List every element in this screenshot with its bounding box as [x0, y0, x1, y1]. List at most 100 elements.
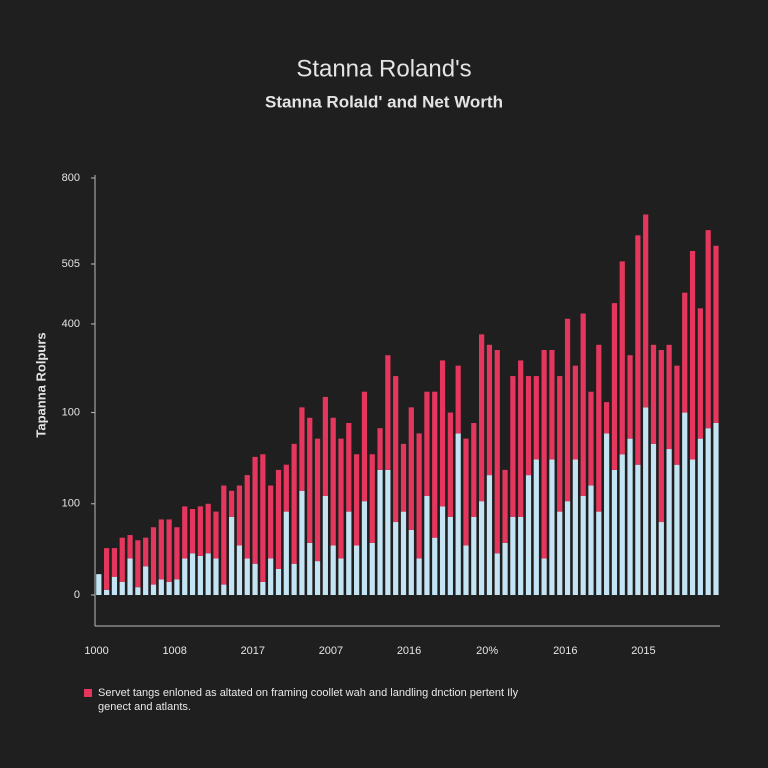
bar-segment [494, 553, 500, 595]
bar-segment [268, 485, 274, 559]
bar-segment [213, 558, 219, 595]
bar-segment [158, 519, 164, 580]
bar-segment [127, 535, 133, 559]
bar-segment [143, 537, 149, 567]
bar-segment [143, 566, 149, 595]
bar-segment [479, 334, 485, 502]
bar-segment [268, 558, 274, 595]
bar-segment [252, 563, 258, 595]
bar-segment [447, 412, 453, 517]
bar-segment [174, 579, 180, 595]
bar-segment [588, 485, 594, 595]
legend-swatch [84, 689, 92, 697]
legend: Servet tangs enloned as altated on frami… [84, 686, 524, 714]
bar-segment [322, 396, 328, 496]
bar-segment [463, 438, 469, 546]
bar-segment [330, 417, 336, 546]
bar-segment [572, 459, 578, 595]
y-tick-label: 0 [74, 589, 80, 601]
bar-segment [689, 250, 696, 460]
chart-subtitle: Stanna Rolald' and Net Worth [265, 92, 503, 111]
x-tick-label: 2007 [319, 645, 343, 657]
bar-segment [650, 443, 657, 595]
bar-segment [299, 407, 305, 491]
bar-segment [439, 360, 446, 507]
bar-segment [385, 469, 391, 595]
bar-segment [166, 581, 172, 595]
bar-segment [369, 454, 375, 543]
bar-segment [119, 581, 125, 595]
bar-segment [275, 568, 282, 595]
x-tick-label: 2015 [631, 645, 655, 657]
bar-segment [354, 454, 360, 546]
bar-segment [432, 537, 438, 595]
bar-segment [486, 475, 493, 595]
bar-segment [299, 490, 305, 595]
bar-segment [400, 511, 407, 595]
bar-segment [111, 576, 118, 595]
bar-segment [486, 344, 493, 476]
bar-segment [541, 350, 547, 559]
bar-segment [377, 469, 383, 595]
y-tick-label: 400 [62, 318, 80, 330]
bar-segment [643, 407, 649, 595]
bar-segment [658, 522, 664, 595]
bar-segment [111, 548, 118, 577]
bar-segment [666, 344, 672, 450]
bar-segment [205, 553, 211, 595]
bar-segment [244, 558, 250, 595]
bar-segment [557, 511, 563, 595]
bar-segment [354, 545, 360, 595]
bar-segment [627, 355, 633, 439]
bar-segment [189, 508, 196, 554]
bar-segment [346, 511, 352, 595]
bar-segment [674, 464, 680, 595]
bar-segment [510, 376, 516, 517]
bar-segment [119, 537, 125, 582]
bar-segment [455, 433, 461, 595]
bar-segment [627, 438, 633, 595]
bar-segment [104, 548, 110, 590]
bar-segment [494, 350, 500, 554]
bar-segment [533, 459, 539, 595]
bar-segment [564, 318, 571, 502]
bar-segment [518, 360, 524, 517]
bar-segment [346, 422, 352, 512]
bar-segment [432, 391, 438, 538]
y-tick-label: 100 [62, 406, 80, 418]
bar-segment [705, 230, 711, 429]
bar-segment [518, 516, 524, 595]
bar-segment [619, 261, 625, 455]
bar-segment [291, 443, 297, 564]
bar-segment [635, 464, 641, 595]
bar-segment [330, 545, 336, 595]
bar-segment [182, 506, 188, 559]
bar-segment [713, 245, 719, 423]
bar-segment [307, 417, 313, 543]
bar-segment [400, 443, 407, 512]
bar-segment [682, 412, 688, 595]
bar-segment [104, 589, 110, 595]
bar-segment [283, 511, 289, 595]
x-tick-label: 2016 [553, 645, 577, 657]
bar-segment [174, 527, 180, 580]
bar-segment [385, 355, 391, 470]
bar-segment [158, 579, 164, 595]
bar-segment [635, 235, 641, 465]
bar-segment [604, 433, 610, 595]
bar-segment [572, 365, 578, 460]
x-tick-label: 1000 [84, 645, 108, 657]
bar-segment [424, 495, 430, 595]
bar-segment [455, 365, 461, 434]
x-tick-label: 1008 [162, 645, 186, 657]
y-axis-label: Tapanna Rolpurs [33, 332, 48, 437]
bar-segment [322, 495, 328, 595]
bar-segment [447, 516, 453, 595]
bar-segment [463, 545, 469, 595]
bar-segment [408, 407, 414, 530]
bar-segment [197, 555, 203, 595]
bar-segment [338, 558, 344, 595]
bar-segment [697, 438, 703, 595]
bar-segment [502, 469, 508, 543]
